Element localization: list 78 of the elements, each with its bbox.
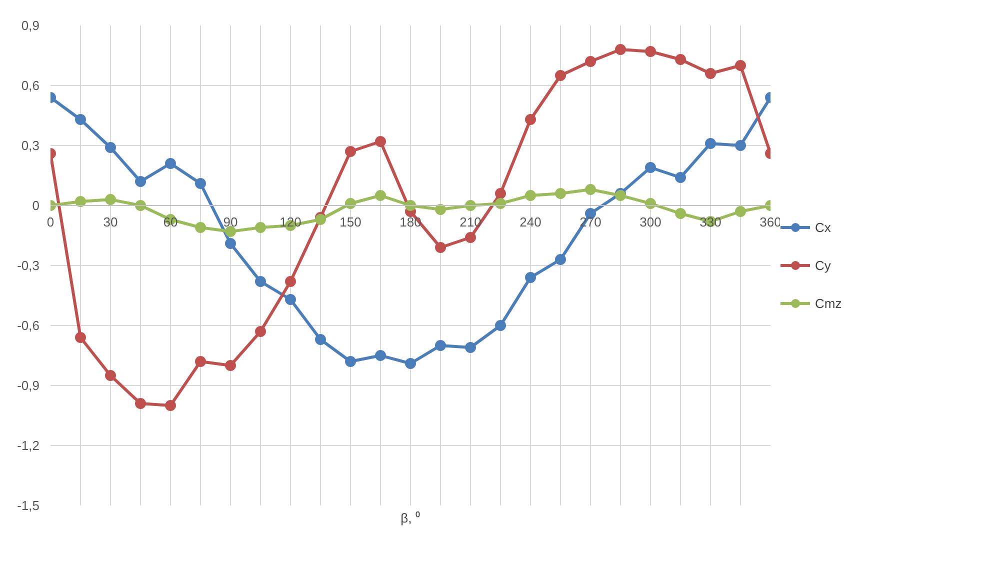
point [435,242,446,253]
point [345,146,356,157]
point [675,54,686,65]
point [465,342,476,353]
point [75,114,86,125]
point [225,360,236,371]
point [735,206,746,217]
x-tick-label: 90 [223,214,238,230]
y-tick-label: 0 [32,198,40,213]
x-tick-label: 300 [640,214,662,230]
legend-label: Cx [815,220,832,234]
point [105,370,116,381]
point [375,136,386,147]
point [105,194,116,205]
point [225,238,236,249]
y-tick-label: -1,2 [17,438,40,453]
point [255,326,266,337]
point [585,56,596,67]
point [555,188,566,199]
y-tick-label: -0,3 [17,258,40,273]
point [585,184,596,195]
point [645,162,656,173]
x-tick-label: 240 [520,214,542,230]
point [495,198,506,209]
point [555,70,566,81]
y-tick-label: -0,9 [17,378,40,393]
point [465,232,476,243]
point [615,44,626,55]
x-tick-label: 0 [46,214,54,230]
point [525,190,536,201]
point [195,356,206,367]
y-tick-label: 0,6 [21,78,40,93]
point [165,158,176,169]
point [735,60,746,71]
point [435,204,446,215]
point [645,46,656,57]
point [495,188,506,199]
y-tick-label: 0,3 [21,138,40,153]
point [375,350,386,361]
point [705,138,716,149]
point [435,340,446,351]
point [705,68,716,79]
point [375,190,386,201]
legend-label: Cmz [815,296,842,310]
point [345,198,356,209]
x-tick-label: 30 [103,214,118,230]
x-tick-label: 150 [340,214,362,230]
point [405,358,416,369]
point [225,226,236,237]
point [75,332,86,343]
point [135,176,146,187]
point [525,114,536,125]
x-axis-title: β, ⁰ [400,510,420,526]
point [315,334,326,345]
y-tick-label: -0,6 [17,318,40,333]
point [645,198,656,209]
point [675,172,686,183]
point [285,294,296,305]
point [345,356,356,367]
x-tick-label: 360 [760,214,782,230]
y-tick-label: -1,5 [17,498,40,513]
x-tick-label: 210 [460,214,482,230]
point [495,320,506,331]
point [195,222,206,233]
point [255,222,266,233]
point [135,398,146,409]
point [165,400,176,411]
legend-label: Cy [815,258,832,272]
point [105,142,116,153]
point [75,196,86,207]
point [255,276,266,287]
point [525,272,536,283]
point [735,140,746,151]
y-tick-label: 0,9 [21,18,40,33]
point [285,276,296,287]
point [675,208,686,219]
point [195,178,206,189]
point [555,254,566,265]
